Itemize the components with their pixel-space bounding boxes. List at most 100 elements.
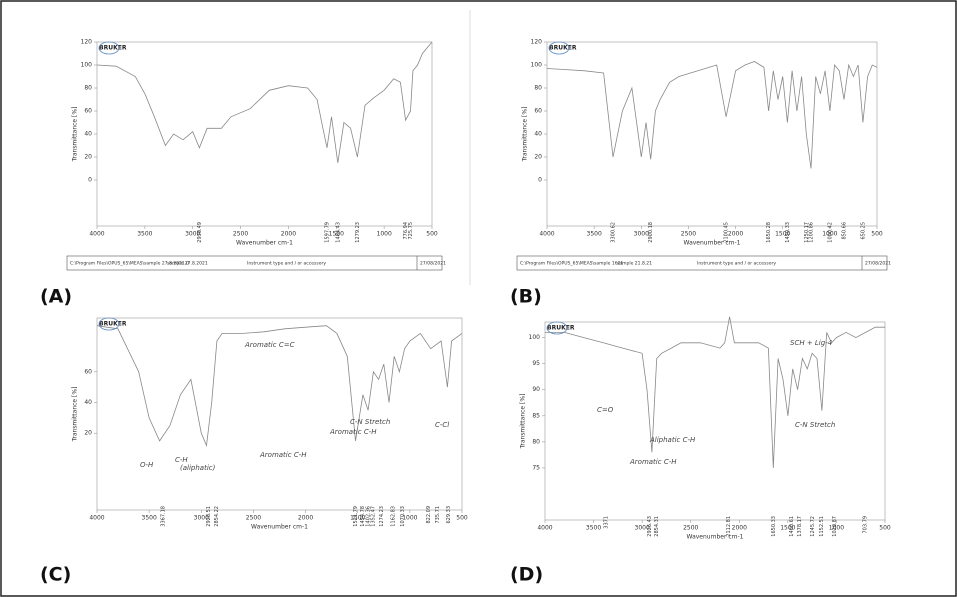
annotation: Aromatic C-H (329, 428, 377, 436)
x-tick-label: 2000 (298, 515, 313, 522)
x-tick-label: 1000 (402, 515, 417, 522)
footer-text: 27/08/2021 (865, 261, 891, 267)
y-tick-label: 75 (532, 464, 540, 471)
bruker-logo: BRUKER (547, 325, 575, 332)
annotation: C-Cl (435, 421, 449, 429)
peak-label: 1650.28 (766, 222, 772, 243)
panel-label: (B) (510, 286, 542, 308)
y-tick-label: 40 (534, 131, 542, 138)
y-axis-label: Transmittance [%] (72, 107, 79, 163)
peak-label: 1460.61 (789, 516, 795, 537)
peak-label: 1070.33 (400, 506, 406, 527)
footer-text: sample 21.8.21 (617, 261, 652, 267)
x-tick-label: 4000 (537, 525, 552, 532)
footer-text: Instrument type and / or accessory (247, 261, 326, 267)
x-tick-label: 2000 (281, 231, 296, 238)
y-axis-label: Transmittance [%] (520, 394, 527, 450)
peak-label: 2926.43 (647, 516, 653, 537)
footer-text: sample 27.8.2021 (167, 261, 208, 267)
x-tick-label: 3500 (587, 231, 602, 238)
peak-label: 1484.43 (335, 222, 341, 243)
annotation: C-N Stretch (350, 418, 390, 426)
peak-label: 3367.18 (160, 506, 166, 527)
x-tick-label: 3500 (142, 515, 157, 522)
y-tick-label: 60 (84, 368, 92, 375)
y-tick-label: 60 (84, 108, 92, 115)
x-tick-label: 2500 (683, 525, 698, 532)
y-tick-label: 80 (534, 85, 542, 92)
x-tick-label: 3000 (185, 231, 200, 238)
y-tick-label: 120 (81, 39, 93, 46)
y-tick-label: 120 (531, 39, 543, 46)
footer-text: Instrument type and / or accessory (697, 261, 776, 267)
x-axis-label: Wavenumber cm-1 (687, 534, 744, 541)
peak-label: 850.66 (841, 222, 847, 240)
peak-label: 1020.87 (832, 516, 838, 537)
logo-mark (546, 321, 568, 335)
footer-text: C:\Program Files\OPUS_65\MEAS\sample 27.… (70, 261, 189, 267)
y-tick-label: 40 (84, 131, 92, 138)
x-axis-label: Wavenumber cm-1 (251, 524, 308, 531)
annotation: C=O (597, 406, 614, 414)
annotation: Aromatic C=C (244, 341, 295, 349)
peak-label: 1597.79 (324, 222, 330, 243)
x-tick-label: 4000 (539, 231, 554, 238)
footer-box (66, 255, 443, 271)
peak-label: 1650.33 (771, 516, 777, 537)
x-tick-label: 2000 (728, 231, 743, 238)
x-tick-label: 2000 (732, 525, 747, 532)
x-tick-label: 500 (426, 231, 438, 238)
y-tick-label: 0 (538, 177, 542, 184)
spectrum-line (545, 316, 885, 468)
peak-label: 2112.81 (726, 516, 732, 537)
peak-label: 1402.36 (365, 506, 371, 527)
logo-mark (98, 317, 120, 331)
y-tick-label: 0 (88, 177, 92, 184)
x-tick-label: 1500 (329, 231, 344, 238)
peak-label: 1200.86 (808, 222, 814, 243)
bruker-logo: BRUKER (549, 45, 577, 52)
y-axis-label: Transmittance [%] (72, 387, 79, 443)
spectrum-line (96, 325, 463, 448)
annotation: SCH + Lig-4 (790, 339, 832, 347)
footer-text: 27/08/2021 (420, 261, 446, 267)
x-tick-label: 1500 (780, 525, 795, 532)
peak-label: 2930.49 (197, 222, 203, 243)
x-tick-label: 2500 (233, 231, 248, 238)
spectrum-line (546, 61, 878, 169)
annotation: Aliphatic C-H (649, 436, 696, 444)
y-tick-label: 100 (81, 62, 93, 69)
peak-label: 2900.18 (648, 222, 654, 243)
panel-label: (C) (40, 564, 71, 586)
annotation: (aliphatic) (180, 464, 216, 472)
peak-label: 2854.22 (214, 506, 220, 527)
peak-label: 1450.33 (785, 222, 791, 243)
panel-label: (D) (510, 564, 543, 586)
x-tick-label: 1000 (822, 231, 837, 238)
annotation: Aromatic C-H (259, 451, 307, 459)
logo-mark (98, 41, 120, 55)
y-tick-label: 85 (532, 412, 540, 419)
x-tick-label: 500 (879, 525, 891, 532)
y-axis-label: Transmittance [%] (522, 107, 529, 163)
x-tick-label: 3000 (635, 525, 650, 532)
bruker-logo: BRUKER (99, 321, 127, 328)
peak-label: 2100.45 (724, 222, 730, 243)
x-tick-label: 1500 (775, 231, 790, 238)
bruker-logo: BRUKER (99, 45, 127, 52)
peak-label: 1521.79 (353, 506, 359, 527)
y-tick-label: 80 (84, 85, 92, 92)
y-tick-label: 95 (532, 360, 540, 367)
y-tick-label: 100 (531, 62, 543, 69)
peak-label: 650.25 (860, 222, 866, 240)
peak-label: 1279.23 (355, 222, 361, 243)
peak-label: 1352.47 (371, 506, 377, 527)
peak-label: 1152.51 (819, 516, 825, 537)
x-tick-label: 1000 (829, 525, 844, 532)
panel-label: (A) (40, 286, 72, 308)
peak-label: 2854.31 (654, 516, 660, 537)
peak-label: 1378.17 (797, 516, 803, 537)
